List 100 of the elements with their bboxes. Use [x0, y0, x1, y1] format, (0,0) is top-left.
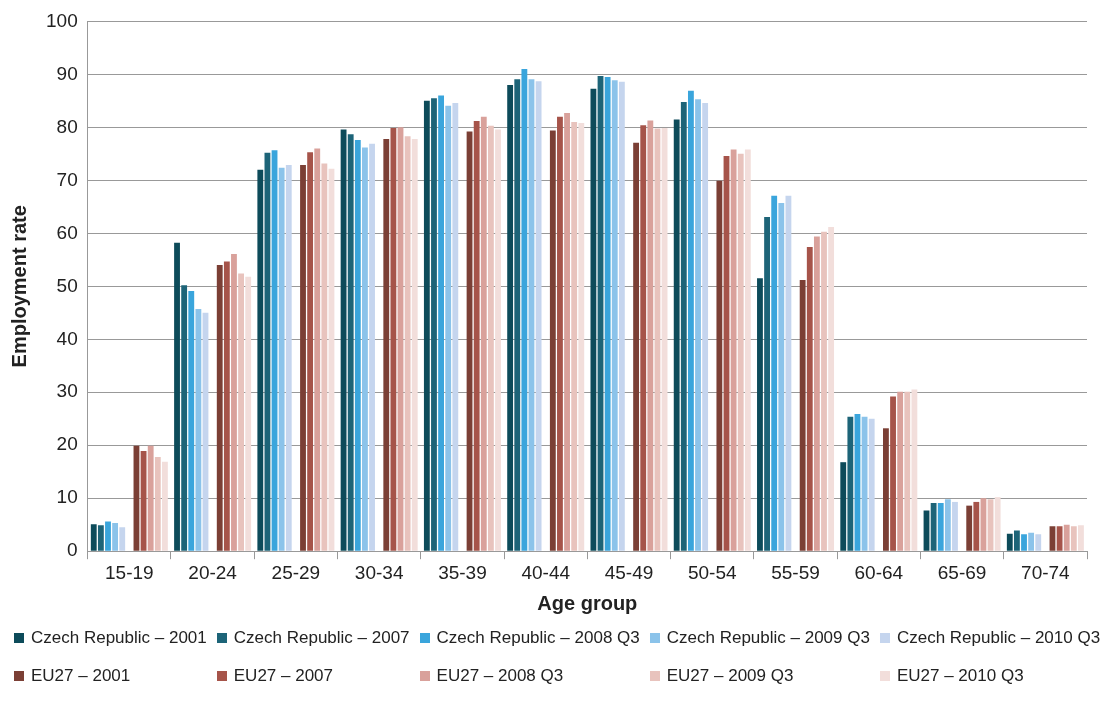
bar: [590, 88, 597, 551]
bar: [1013, 530, 1020, 551]
y-tick-label: 30: [56, 380, 78, 402]
bar: [771, 195, 778, 551]
bar: [514, 79, 521, 551]
bar: [300, 164, 306, 551]
bar: [97, 525, 104, 551]
bar: [1028, 532, 1035, 551]
bar: [549, 130, 556, 551]
legend-label: Czech Republic – 2001: [31, 628, 207, 648]
y-tick-label: 80: [56, 115, 78, 137]
bar: [495, 129, 501, 551]
bar: [1056, 526, 1063, 551]
y-tick-label: 90: [56, 62, 78, 84]
bar: [369, 143, 375, 551]
x-tick-label: 20-24: [188, 561, 238, 583]
bar: [930, 502, 937, 551]
bar: [307, 152, 314, 551]
bar: [431, 98, 437, 551]
bar: [571, 122, 578, 551]
bar: [1078, 525, 1084, 551]
bar: [764, 216, 770, 551]
y-tick-label: 50: [56, 274, 78, 296]
bar: [90, 524, 97, 551]
bar: [994, 497, 1001, 551]
bar: [633, 142, 640, 551]
bar: [383, 139, 390, 551]
legend-label: EU27 – 2008 Q3: [436, 666, 564, 686]
bar: [445, 105, 452, 551]
bar: [730, 149, 737, 551]
bar: [521, 69, 528, 551]
bar: [285, 164, 292, 551]
bar: [354, 140, 361, 551]
bar: [231, 253, 237, 551]
x-tick-label: 60-64: [854, 561, 904, 583]
y-tick-label: 40: [56, 327, 78, 349]
bar: [1021, 534, 1027, 551]
bar: [778, 203, 785, 551]
bar: [680, 101, 687, 551]
bar: [744, 149, 751, 551]
x-axis-title: Age group: [537, 591, 638, 614]
bar: [1035, 534, 1042, 551]
legend-label: Czech Republic – 2010 Q3: [896, 628, 1101, 648]
bar: [944, 499, 951, 551]
bar: [647, 120, 654, 551]
legend-label: EU27 – 2009 Q3: [666, 666, 794, 686]
bar: [911, 389, 918, 551]
y-tick-label: 20: [56, 433, 78, 455]
bar: [564, 113, 570, 551]
bar: [507, 84, 514, 551]
bar: [1063, 524, 1070, 551]
bar: [557, 116, 563, 551]
bar: [952, 501, 958, 551]
y-tick-label: 10: [56, 486, 78, 508]
bar: [688, 90, 694, 551]
bar: [411, 139, 418, 551]
bar: [473, 121, 480, 551]
bar: [966, 505, 973, 551]
bar: [813, 236, 820, 551]
bar: [181, 285, 188, 551]
bar: [423, 100, 430, 551]
bar: [973, 501, 980, 551]
legend-label: Czech Republic – 2009 Q3: [666, 628, 870, 648]
bar: [737, 153, 744, 551]
y-tick-label: 0: [67, 539, 78, 561]
bar: [105, 521, 111, 551]
x-tick-label: 30-34: [354, 561, 404, 583]
bar: [640, 125, 647, 551]
bar: [195, 309, 202, 551]
bar: [480, 116, 487, 551]
bar: [535, 81, 542, 551]
bar: [604, 77, 611, 551]
bar: [716, 180, 723, 551]
x-tick-label: 25-29: [271, 561, 321, 583]
x-tick-label: 50-54: [687, 561, 737, 583]
bar: [438, 95, 445, 551]
bar: [188, 291, 195, 551]
bar: [216, 265, 223, 551]
x-tick-label: 65-69: [937, 561, 987, 583]
bar: [314, 148, 321, 551]
x-tick-label: 70-74: [1021, 561, 1071, 583]
bar: [487, 125, 494, 551]
bar: [278, 167, 285, 551]
bar: [821, 231, 827, 551]
bar: [611, 80, 618, 551]
y-tick-label: 100: [46, 9, 78, 31]
bar: [119, 527, 126, 551]
bar: [238, 273, 244, 551]
bar: [257, 169, 264, 551]
bar: [147, 445, 154, 551]
bar: [757, 278, 763, 551]
bar: [883, 428, 889, 551]
bar: [847, 416, 854, 551]
bar: [174, 242, 180, 551]
legend-label: Czech Republic – 2008 Q3: [436, 628, 640, 648]
bar: [340, 129, 347, 551]
x-tick-label: 15-19: [105, 561, 154, 583]
bar: [404, 136, 411, 551]
bar: [890, 396, 896, 551]
x-tick-label: 40-44: [521, 561, 571, 583]
